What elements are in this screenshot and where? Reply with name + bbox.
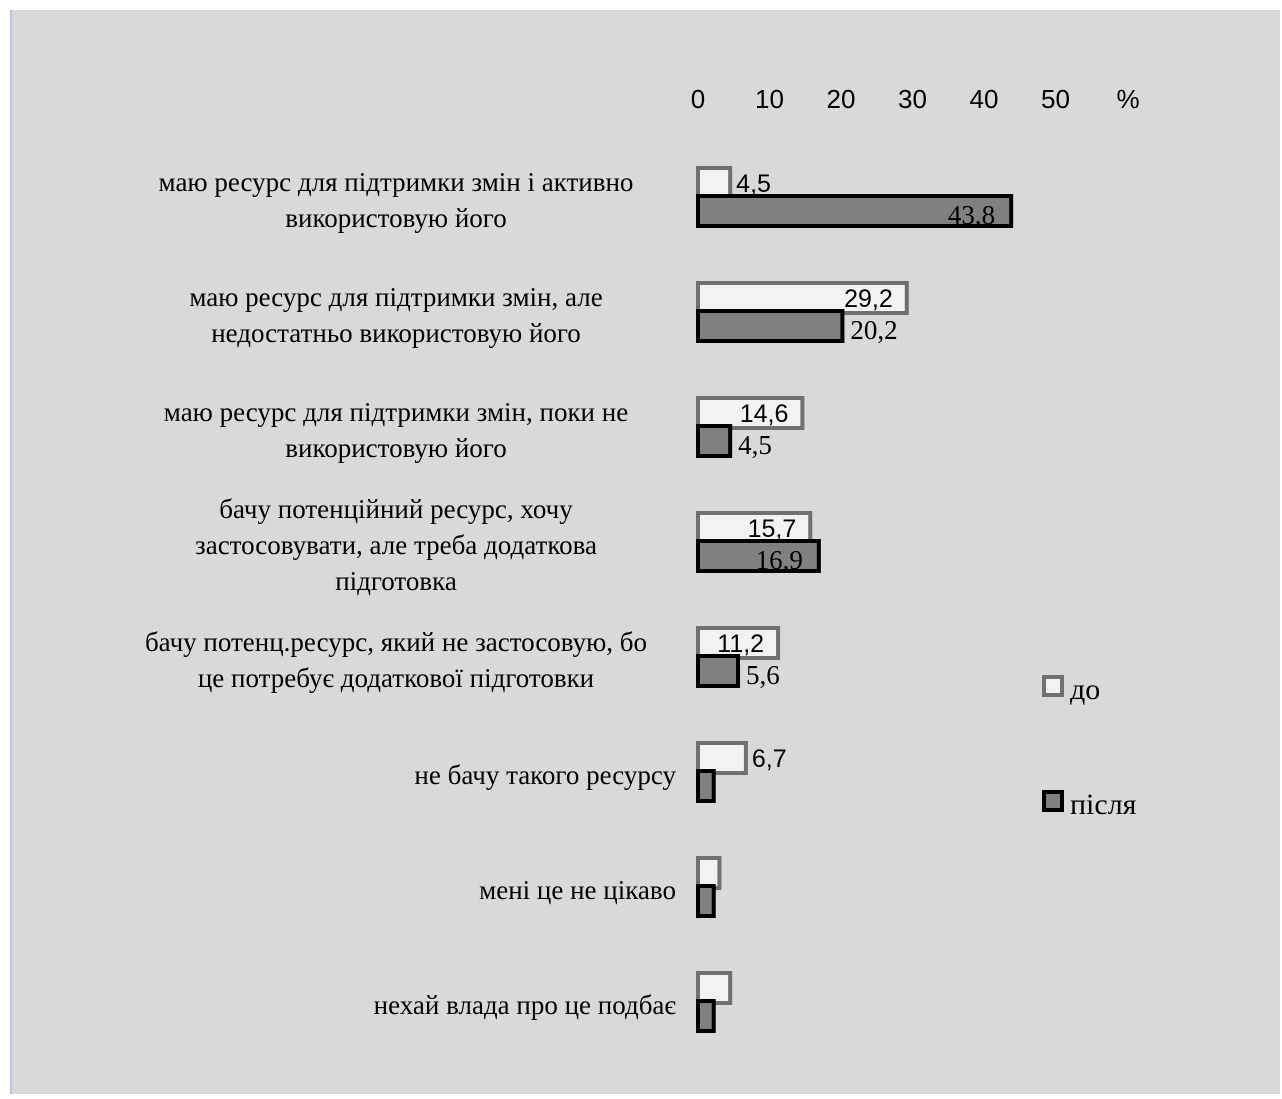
- bar-pislia: [696, 769, 716, 803]
- category-label: нехай влада про це подбає: [374, 990, 677, 1020]
- category-label: це потребує додаткової підготовки: [198, 663, 594, 693]
- bar-do: [696, 396, 805, 430]
- data-label-pislia: 43,8: [948, 200, 995, 230]
- category-label: бачу потенційний ресурс, хочу: [219, 494, 573, 524]
- category-label: бачу потенц.ресурс, який не застосовую, …: [145, 627, 647, 657]
- bar-pislia: [696, 194, 1014, 228]
- category-label: використовую його: [285, 433, 506, 463]
- data-label-do: 4,5: [736, 170, 771, 198]
- bar-do: [696, 166, 733, 200]
- x-tick-label: 0: [691, 84, 705, 114]
- data-label-pislia: 5,6: [746, 660, 780, 690]
- data-label-do: 11,2: [717, 630, 764, 658]
- category-label: застосовувати, але треба додаткова: [195, 530, 597, 560]
- bar-pislia: [696, 654, 741, 688]
- data-label-do: 6,7: [752, 745, 787, 773]
- data-label-do: 29,2: [844, 285, 893, 313]
- bar-pislia: [696, 424, 733, 458]
- bar-pislia: [696, 884, 716, 918]
- data-label-do: 15,7: [748, 515, 797, 543]
- category-label: мені це не цікаво: [479, 875, 676, 905]
- category-label: маю ресурс для підтримки змін і активно: [159, 167, 634, 197]
- category-label: недостатньо використовую його: [211, 318, 581, 348]
- unit-label: %: [1116, 84, 1139, 114]
- category-label: маю ресурс для підтримки змін, поки не: [164, 397, 628, 427]
- bar-do: [696, 741, 748, 775]
- category-label: використовую його: [285, 203, 506, 233]
- data-label-do: 14,6: [740, 400, 789, 428]
- x-tick-label: 50: [1041, 84, 1070, 114]
- bar-do: [696, 626, 781, 660]
- x-tick-label: 10: [755, 84, 784, 114]
- bar-do: [696, 856, 722, 890]
- legend-label-do: до: [1070, 673, 1100, 706]
- category-label: маю ресурс для підтримки змін, але: [189, 282, 602, 312]
- legend-label-pislia: після: [1070, 788, 1137, 821]
- legend-swatch-do: [1042, 675, 1064, 697]
- x-tick-label: 20: [827, 84, 856, 114]
- bar-pislia: [696, 539, 821, 573]
- x-tick-label: 40: [970, 84, 999, 114]
- data-label-pislia: 4,5: [738, 430, 772, 460]
- category-label: не бачу такого ресурсу: [414, 760, 676, 790]
- x-tick-label: 30: [898, 84, 927, 114]
- bar-pislia: [696, 309, 845, 343]
- chart-area: [10, 10, 1280, 1094]
- bar-pislia: [696, 999, 716, 1033]
- legend-swatch-pislia: [1042, 790, 1064, 812]
- category-label: підготовка: [335, 566, 457, 596]
- data-label-pislia: 20,2: [850, 315, 897, 345]
- bar-do: [696, 971, 733, 1005]
- data-label-pislia: 16,9: [756, 545, 803, 575]
